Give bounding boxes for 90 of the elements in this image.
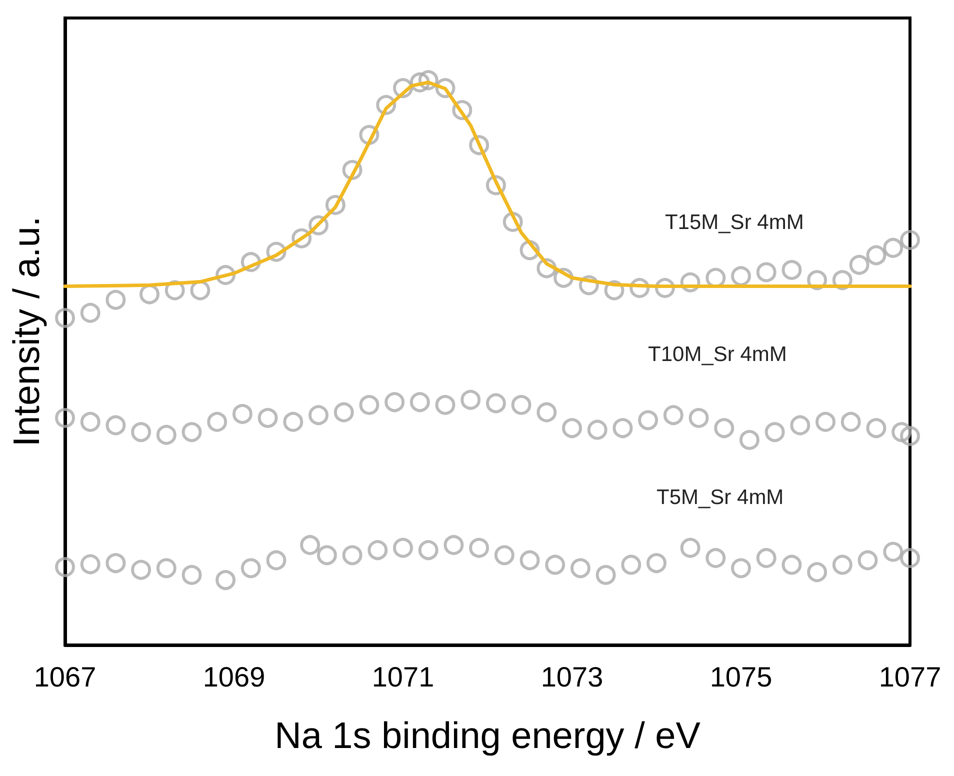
point [883,542,904,562]
point [562,418,582,438]
point [182,422,202,442]
point [156,424,176,445]
point [790,415,810,436]
x-tick-label: 1075 [710,662,772,692]
text: T10M_Sr 4mM [648,343,787,366]
point [739,430,760,450]
point [368,540,388,560]
point [756,548,776,568]
point [55,308,75,328]
point [80,302,100,323]
x-tick-label: 1069 [202,662,266,692]
point [621,554,642,575]
point [55,557,75,578]
point [858,550,878,570]
point [545,554,566,575]
point [80,412,100,432]
point [216,570,236,590]
point [663,405,684,426]
point [883,238,904,258]
point [444,535,464,556]
point [80,554,100,574]
point [182,564,202,585]
point [384,392,405,412]
point [131,560,152,580]
point [731,266,751,286]
point [612,418,633,438]
point [731,558,751,578]
point [410,392,430,412]
point [756,262,776,282]
point [764,422,785,442]
point [892,422,912,442]
point [587,420,608,440]
point [106,290,126,310]
x-tick-label: 1073 [540,662,604,692]
point [316,545,337,566]
point [646,553,666,574]
point [435,394,456,415]
x-tick-label: 1067 [34,662,96,692]
point [900,426,920,446]
point [460,390,481,410]
series-label: T15M_Sr 4mM [664,211,804,234]
x-axis-title: Na 1s binding energy / eV [274,715,701,756]
point [782,554,802,575]
point [714,418,734,438]
point [570,558,590,578]
point [807,562,828,582]
point [900,230,920,250]
point [900,548,920,568]
point [266,550,286,570]
point [486,393,506,414]
x-tick-label: 1071 [372,662,434,692]
point [849,254,870,275]
point [638,410,658,430]
point [832,554,852,575]
y-axis-title: Intensity / a.u. [6,216,47,447]
point [866,418,886,438]
point [342,545,362,566]
point [418,540,438,560]
point [494,545,514,566]
point [334,402,354,422]
point [232,404,252,424]
point [106,553,126,574]
point [706,548,726,568]
point [680,538,700,558]
point [308,405,328,426]
point [511,394,532,415]
point [840,412,861,432]
point [520,550,540,570]
point [283,412,304,432]
point [866,245,886,266]
point [469,538,490,558]
point [688,408,709,428]
point [131,422,152,442]
point [55,408,75,428]
point [258,408,278,428]
point [536,402,557,422]
point [300,535,320,556]
text: T5M_Sr 4mM [656,486,784,510]
point [596,564,616,585]
point [782,260,802,280]
x-tick-label: 1077 [878,662,942,692]
point [359,394,380,415]
point [207,412,228,432]
point [240,558,261,578]
point [156,558,176,578]
point [816,412,836,432]
point [393,538,413,558]
point [106,415,126,436]
